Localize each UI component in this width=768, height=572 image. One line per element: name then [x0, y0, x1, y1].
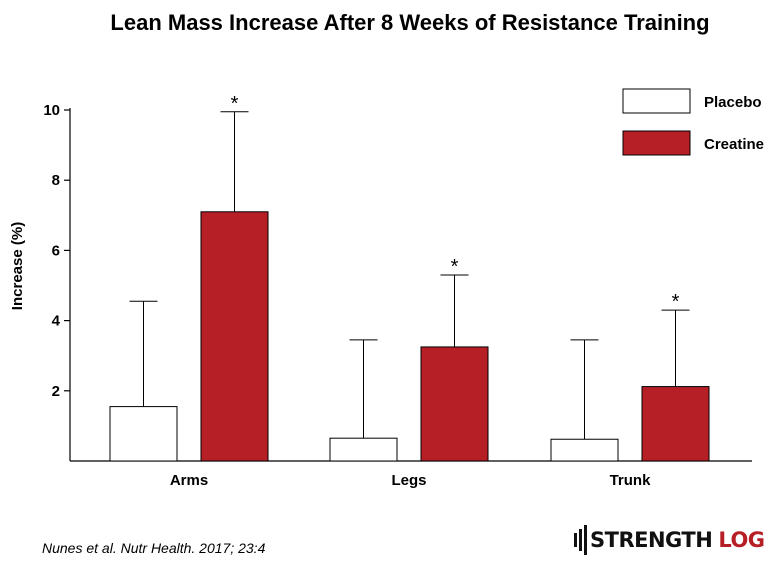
- bar-placebo-arms: [109, 406, 178, 462]
- category-label-trunk: Trunk: [610, 472, 651, 489]
- source-citation: Nunes et al. Nutr Health. 2017; 23:4: [42, 540, 266, 556]
- y-tick-label: 10: [43, 102, 60, 119]
- bar-creatine-legs: [420, 346, 489, 462]
- y-tick-label: 8: [52, 172, 60, 189]
- logo-text-log: LOG: [718, 528, 765, 552]
- significance-marker: *: [231, 93, 239, 115]
- bar-creatine-trunk: [641, 386, 710, 462]
- legend-swatch-placebo: [622, 88, 691, 114]
- y-axis-label: Increase (%): [9, 222, 26, 310]
- legend-label-creatine: Creatine: [704, 136, 764, 153]
- strengthlog-logo: STRENGTH LOG: [574, 520, 768, 560]
- chart-title: Lean Mass Increase After 8 Weeks of Resi…: [110, 10, 709, 35]
- significance-marker: *: [451, 256, 459, 278]
- legend: Placebo Creatine: [622, 88, 764, 156]
- y-tick-label: 2: [52, 383, 60, 400]
- bar-creatine-arms: [200, 211, 269, 462]
- logo-left-bars: [574, 525, 587, 555]
- significance-marker: *: [672, 291, 680, 313]
- logo-text-strength: STRENGTH: [590, 528, 713, 552]
- bar-placebo-trunk: [550, 438, 619, 462]
- bar-chart: Lean Mass Increase After 8 Weeks of Resi…: [9, 10, 764, 489]
- y-tick-label: 4: [52, 313, 61, 330]
- plot-area: 2 4 6 8 10 * Arms * Legs * Trunk: [43, 93, 752, 489]
- legend-swatch-creatine: [622, 130, 691, 156]
- legend-label-placebo: Placebo: [704, 94, 762, 111]
- category-label-legs: Legs: [391, 472, 426, 489]
- category-label-arms: Arms: [170, 472, 208, 489]
- bar-placebo-legs: [329, 437, 398, 462]
- y-tick-label: 6: [52, 242, 60, 259]
